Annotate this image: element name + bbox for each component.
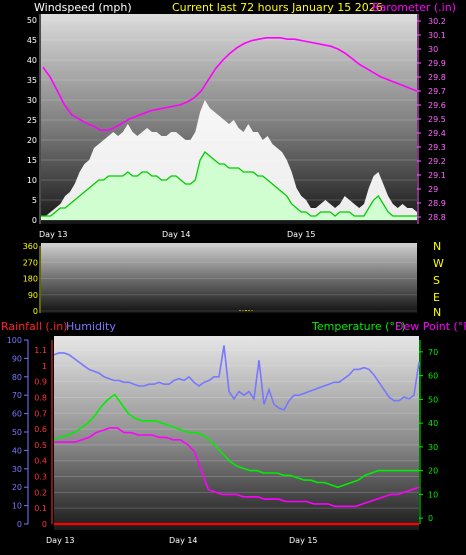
temp-panel-bg [54,336,419,530]
direction-bar [239,310,241,311]
wind-tick-label: 50 [27,16,37,25]
humidity-title: Humidity [66,320,116,333]
wind-tick-label: 0 [32,216,37,225]
dewpoint-line [54,427,420,508]
humidity-tick-label: 70 [12,391,22,400]
baro-tick-label: 29.5 [428,115,446,124]
wind-tick-label: 35 [27,76,37,85]
baro-tick-label: 29.7 [428,87,446,96]
temperature-title: Temperature (°F) [311,320,406,333]
humidity-tick-label: 20 [12,483,22,492]
temperature-tick-label: 40 [428,419,438,428]
baro-tick-label: 29.1 [428,171,446,180]
temperature-tick-label: 50 [428,395,438,404]
baro-tick-label: 29.3 [428,143,446,152]
temperature-tick-label: 0 [428,514,433,523]
wind-title: Windspeed (mph) [34,1,132,14]
day-label-13-bottom: Day 13 [46,536,75,545]
rain-tick-label: 0.7 [34,409,47,418]
rain-tick-label: 0 [42,520,47,529]
baro-tick-label: 29.6 [428,101,446,110]
wind-average-line [41,151,417,217]
humidity-tick-label: 40 [12,446,22,455]
rain-tick-label: 1.1 [34,346,47,355]
baro-tick-label: 30.2 [428,17,446,26]
wind-tick-label: 25 [27,116,37,125]
compass-e: E [433,291,440,304]
humidity-tick-label: 80 [12,373,22,382]
humidity-tick-label: 60 [12,410,22,419]
day-label-14-top: Day 14 [162,230,191,239]
wind-tick-label: 20 [27,136,37,145]
temperature-tick-label: 70 [428,348,438,357]
wind-tick-label: 30 [27,96,37,105]
direction-tick-label: 90 [28,291,38,300]
temperature-tick-label: 30 [428,443,438,452]
baro-tick-label: 29.8 [428,73,446,82]
axis-labels: 0510152025303540455028.828.92929.129.229… [7,14,446,529]
day-label-14-bottom: Day 14 [169,536,198,545]
baro-tick-label: 28.8 [428,213,446,222]
baro-tick-label: 29.2 [428,157,446,166]
direction-bar [245,310,247,311]
humidity-tick-label: 0 [17,520,22,529]
temperature-tick-label: 10 [428,490,438,499]
rain-tick-label: 1 [42,362,47,371]
baro-tick-label: 30 [428,45,438,54]
direction-tick-label: 180 [23,275,38,284]
humidity-tick-label: 50 [12,428,22,437]
direction-tick-label: 0 [33,307,38,316]
baro-tick-label: 28.9 [428,199,446,208]
compass-n-top: N [433,240,441,253]
rain-tick-label: 0.9 [34,378,47,387]
day-label-15-top: Day 15 [287,230,316,239]
temperature-line [53,393,419,489]
baro-tick-label: 29.4 [428,129,446,138]
humidity-tick-label: 10 [12,502,22,511]
dewpoint-title: Dew Point (°F) [395,320,466,333]
barometer-title: Barometer (.in) [372,1,456,14]
temperature-tick-label: 60 [428,372,438,381]
direction-tick-label: 360 [23,242,38,251]
humidity-tick-label: 100 [7,336,22,345]
temperature-tick-label: 20 [428,467,438,476]
humidity-tick-label: 30 [12,465,22,474]
wind-tick-label: 5 [32,196,37,205]
wind-tick-label: 15 [27,156,37,165]
rain-tick-label: 0.1 [34,504,47,513]
day-label-13-top: Day 13 [39,230,68,239]
day-label-15-bottom: Day 15 [289,536,318,545]
rainfall-title: Rainfall (.in) [1,320,68,333]
wind-average-area [41,152,417,220]
direction-bar [248,310,250,311]
rain-tick-label: 0.3 [34,473,47,482]
baro-tick-label: 29.9 [428,59,446,68]
direction-tick-label: 270 [23,258,38,267]
wind-tick-label: 40 [27,56,37,65]
rain-tick-label: 0.8 [34,393,47,402]
barometer-line [42,36,418,131]
chart-marks [41,36,420,526]
baro-tick-label: 30.1 [428,31,446,40]
compass-w: W [433,257,444,270]
direction-panel-bg [41,243,417,313]
compass-s: S [433,274,440,287]
wind-tick-label: 45 [27,36,37,45]
rain-tick-label: 0.2 [34,488,47,497]
rain-tick-label: 0.5 [34,441,47,450]
wind-tick-label: 10 [27,176,37,185]
current-title: Current last 72 hours January 15 2026 [172,1,383,14]
baro-tick-label: 29 [428,185,438,194]
rain-tick-label: 0.4 [34,457,47,466]
humidity-tick-label: 90 [12,354,22,363]
humidity-line [53,345,420,411]
compass-n-bottom: N [433,306,441,319]
rain-tick-label: 0.6 [34,425,47,434]
